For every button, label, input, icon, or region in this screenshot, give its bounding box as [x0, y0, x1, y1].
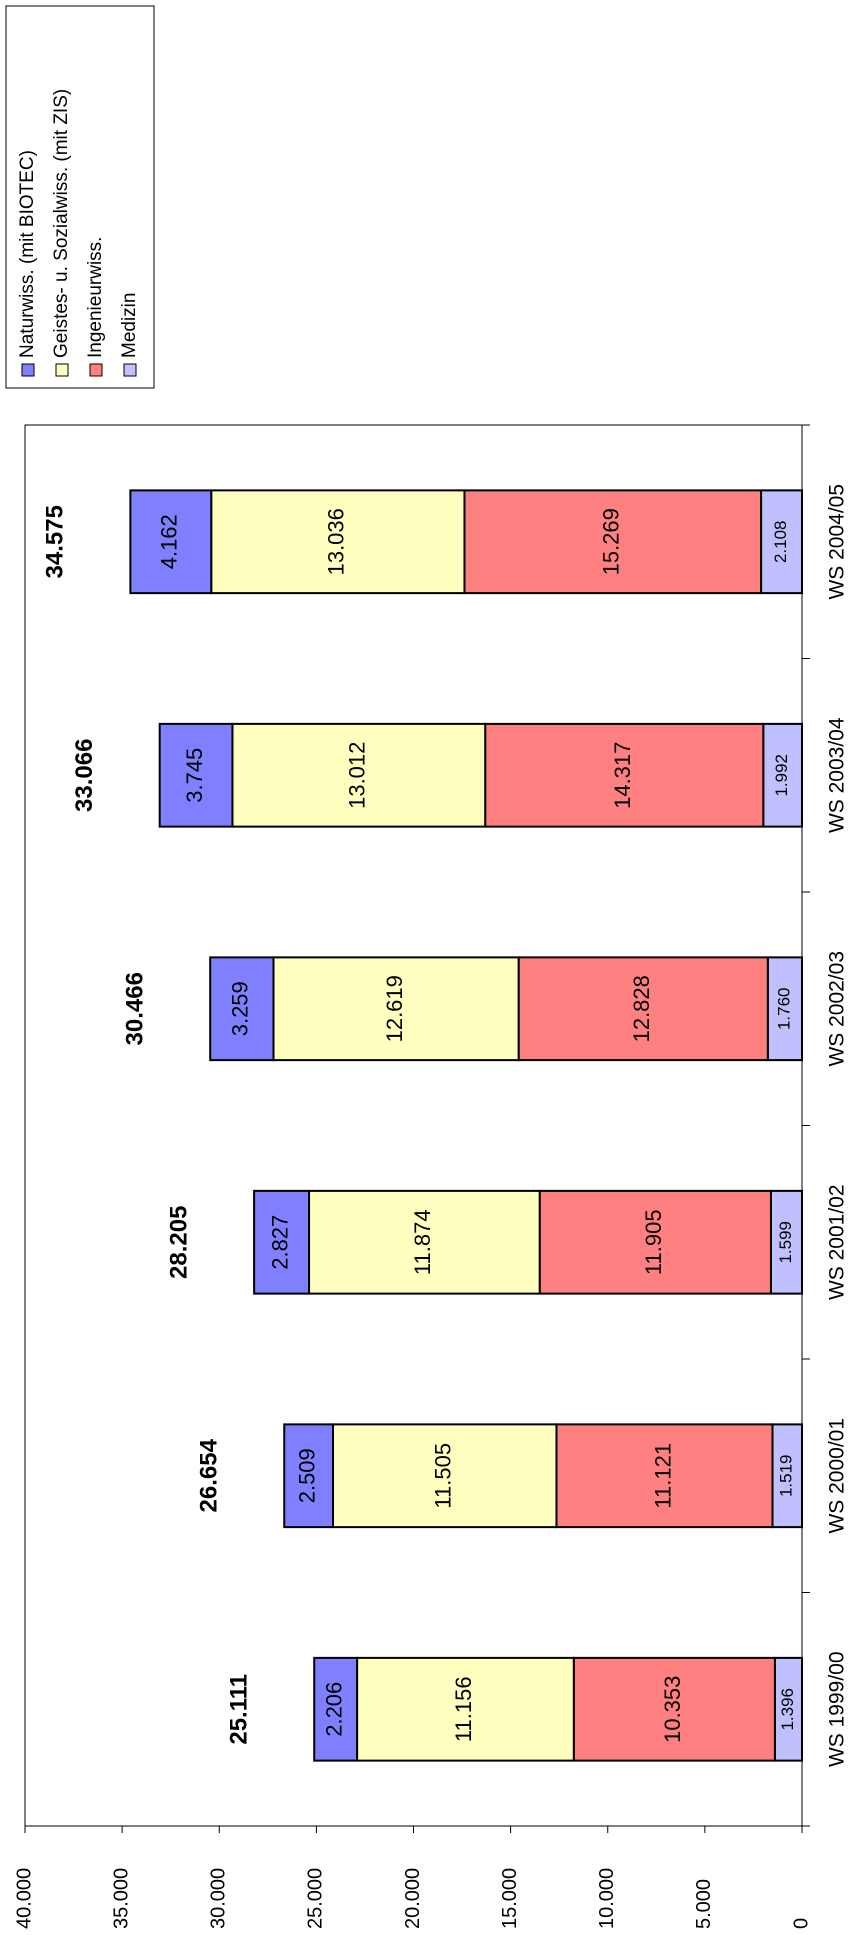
legend-swatch: [89, 363, 103, 377]
bar-label: 12.619: [382, 975, 407, 1042]
rotated-chart: 0 5.000 10.000 15.000 20.000 25.000 30.000 35.0…: [5, 5, 849, 1929]
bar-label: 1.992: [772, 754, 791, 797]
bar-label: 2.827: [267, 1215, 292, 1270]
bar-label: 2.206: [321, 1682, 346, 1737]
bar-segment: [313, 1656, 359, 1762]
x-tick-label: WS 2001/02: [826, 1184, 849, 1300]
legend-label: Ingenieurwiss.: [85, 237, 106, 358]
bar-segment: [129, 489, 213, 595]
bar-label: 12.828: [629, 975, 654, 1042]
legend-label: Geistes- u. Sozialwiss. (mit ZIS): [51, 89, 72, 358]
legend-swatch: [123, 363, 137, 377]
bar-label: 15.269: [599, 508, 624, 575]
y-tick-label: 0: [790, 1918, 812, 1929]
bar-segment: [283, 1423, 334, 1529]
total-label: 28.205: [165, 1206, 192, 1279]
x-tick-label: WS 1999/00: [826, 1651, 849, 1767]
x-tick-label: WS 2003/04: [826, 717, 849, 833]
y-tick-label: 30.000: [208, 1868, 230, 1929]
legend-swatch: [55, 363, 69, 377]
bar-label: 1.760: [774, 987, 793, 1030]
total-label: 30.466: [122, 972, 149, 1045]
bar-label: 2.509: [294, 1448, 319, 1503]
bar-label: 11.121: [650, 1443, 675, 1509]
bar-label: 3.745: [182, 748, 207, 803]
total-label: 34.575: [42, 505, 69, 578]
legend-label: Naturwiss. (mit BIOTEC): [17, 150, 38, 358]
total-label: 25.111: [226, 1674, 253, 1745]
total-label: 33.066: [71, 739, 98, 812]
x-tick-label: WS 2002/03: [826, 951, 849, 1067]
y-tick-label: 20.000: [402, 1868, 424, 1929]
bar-segment: [253, 1189, 311, 1295]
y-tick-label: 35.000: [110, 1868, 132, 1929]
bar-label: 2.108: [771, 520, 790, 563]
bar-label: 1.599: [776, 1221, 795, 1264]
bar-label: 11.874: [410, 1209, 435, 1275]
y-tick-label: 10.000: [596, 1868, 618, 1929]
y-tick-label: 5.000: [693, 1879, 715, 1929]
bar-label: 11.905: [641, 1209, 666, 1275]
y-tick-label: 40.000: [13, 1868, 35, 1929]
bar-label: 1.396: [778, 1688, 797, 1731]
bar-label: 11.505: [431, 1443, 456, 1509]
x-tick-label: WS 2004/05: [826, 484, 849, 600]
bar-label: 13.012: [345, 742, 370, 809]
bar-label: 3.259: [228, 981, 253, 1036]
x-tick-label: WS 2000/01: [826, 1418, 849, 1534]
total-label: 26.654: [196, 1438, 223, 1512]
bar-label: 11.156: [451, 1676, 476, 1742]
bar-segment: [209, 956, 275, 1062]
y-tick-label: 25.000: [305, 1868, 327, 1929]
bar-label: 14.317: [610, 742, 635, 809]
y-tick-label: 15.000: [499, 1868, 521, 1929]
plot-frame: [24, 424, 803, 1827]
legend-swatch: [21, 363, 35, 377]
legend-label: Medizin: [119, 293, 140, 358]
bar-label: 13.036: [324, 508, 349, 575]
legend-box: [5, 5, 155, 389]
bar-label: 4.162: [157, 514, 182, 569]
bar-segment: [158, 722, 234, 828]
bar-label: 1.519: [777, 1454, 796, 1497]
bar-label: 10.353: [660, 1676, 685, 1743]
